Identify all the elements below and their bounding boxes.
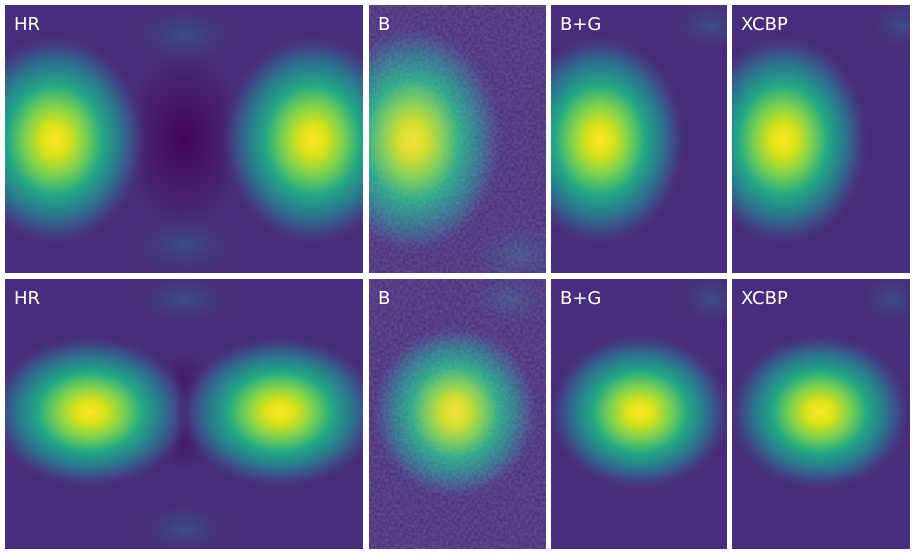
intensity-blob — [732, 30, 873, 250]
faint-region — [661, 5, 727, 55]
panel-label: B+G — [560, 14, 601, 35]
heatmap-panel — [732, 279, 910, 549]
panel-label: HR — [14, 14, 40, 35]
heatmap-panel — [369, 279, 546, 549]
faint-region — [671, 279, 727, 329]
heatmap-panel — [551, 5, 727, 273]
panel-label: B — [378, 288, 390, 309]
heatmap-panel — [369, 5, 546, 273]
intensity-blob — [551, 30, 690, 250]
panel-label: HR — [14, 288, 40, 309]
intensity-blob — [175, 332, 363, 492]
panel-label: B+G — [560, 288, 601, 309]
intensity-blob — [732, 330, 910, 494]
dark-region — [124, 49, 244, 229]
panel-label: XCBP — [741, 14, 788, 35]
heatmap-panel — [551, 279, 727, 549]
panel-label: B — [378, 14, 390, 35]
intensity-blob — [5, 30, 150, 250]
noise-overlay — [369, 279, 546, 549]
intensity-blob — [218, 30, 363, 250]
faint-region — [114, 210, 254, 273]
heatmap-panel — [5, 5, 363, 273]
faint-region — [124, 279, 244, 329]
heatmap-panel — [732, 5, 910, 273]
panel-label: XCBP — [741, 288, 788, 309]
intensity-blob — [551, 330, 727, 494]
noise-overlay — [369, 5, 546, 273]
faint-region — [862, 5, 910, 55]
heatmap-panel — [5, 279, 363, 549]
intensity-blob — [5, 332, 195, 492]
faint-region — [124, 499, 244, 549]
faint-region — [114, 5, 254, 70]
faint-region — [852, 279, 910, 329]
